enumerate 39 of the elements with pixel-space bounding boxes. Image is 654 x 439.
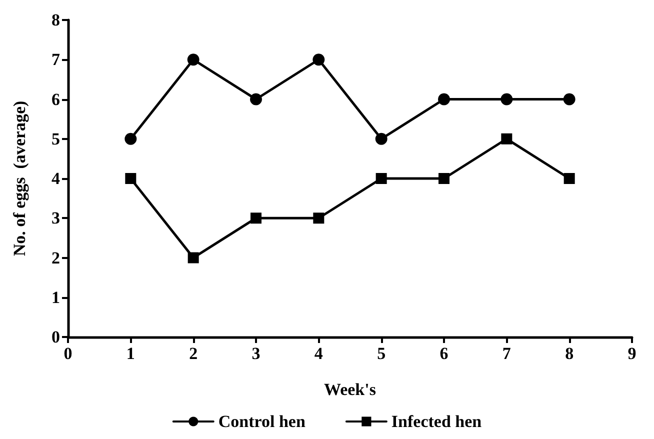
x-tick-label: 1: [126, 344, 135, 363]
y-tick-label: 1: [52, 288, 60, 307]
x-tick-label: 8: [565, 344, 574, 363]
x-tick-label: 9: [628, 344, 636, 363]
point: [313, 212, 324, 224]
x-tick-label: 7: [502, 344, 512, 363]
x-axis-title: Week's: [324, 380, 376, 399]
x-tick-label: 0: [64, 344, 72, 363]
point: [188, 252, 199, 264]
y-tick-label: 0: [52, 328, 60, 346]
point: [125, 173, 136, 184]
point: [501, 133, 512, 144]
legend-label: Control hen: [218, 412, 306, 431]
x-tick-label: 2: [189, 344, 198, 363]
y-tick-label: 2: [52, 248, 60, 268]
point: [564, 173, 575, 184]
y-tick-label: 6: [52, 90, 60, 109]
point: [187, 54, 200, 66]
x-tick-label: 6: [440, 344, 448, 363]
x-tick-label: 5: [377, 344, 386, 363]
point: [438, 93, 450, 106]
y-tick-label: 4: [52, 169, 60, 188]
y-tick-label: 3: [52, 208, 60, 228]
point: [250, 212, 262, 224]
point: [438, 173, 450, 184]
y-axis-title: No. of eggs (average): [10, 100, 29, 256]
point: [124, 132, 137, 145]
x-tick-label: 4: [314, 344, 324, 363]
legend-label: Infected hen: [391, 412, 482, 431]
point: [250, 93, 262, 106]
y-tick-label: 5: [52, 129, 60, 148]
point: [500, 93, 513, 106]
y-tick-label: 8: [52, 10, 60, 30]
point: [375, 132, 388, 145]
x-tick-label: 3: [252, 344, 260, 363]
point: [376, 173, 387, 184]
y-tick-label: 7: [52, 50, 60, 70]
point: [563, 93, 576, 106]
point: [312, 54, 325, 66]
